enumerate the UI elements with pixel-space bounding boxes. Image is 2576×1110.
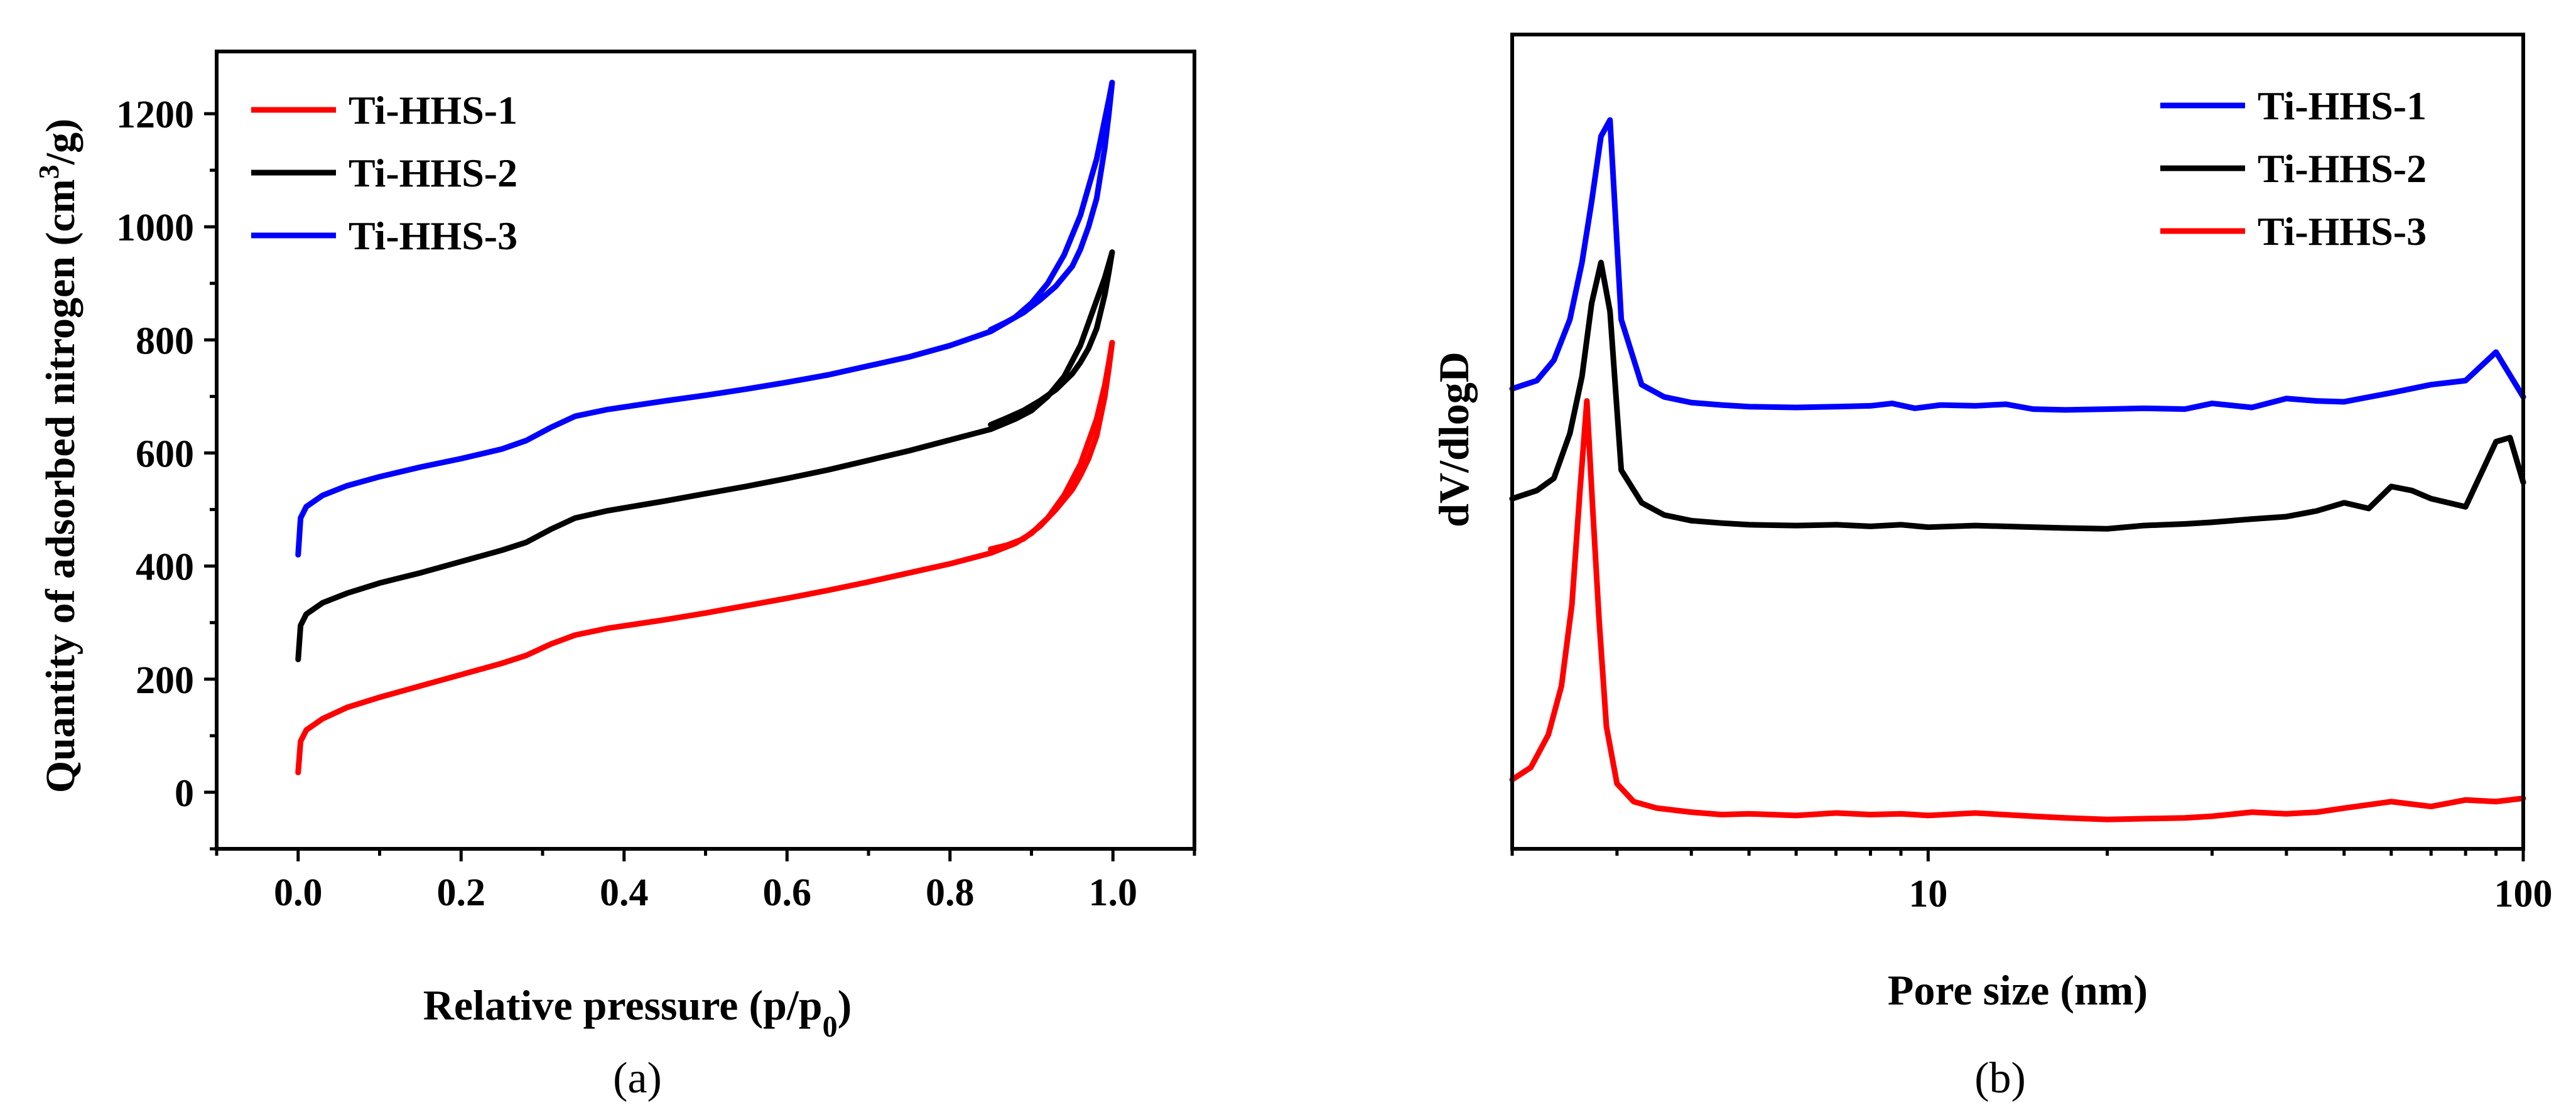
panel-a-x-tick-label: 1.0 xyxy=(1089,871,1138,914)
panel-b-legend-label: Ti-HHS-2 xyxy=(2258,146,2427,191)
panel-a-legend-label: Ti-HHS-1 xyxy=(349,88,517,132)
panel-b-legend-label: Ti-HHS-3 xyxy=(2258,209,2427,254)
panel-b-series-2 xyxy=(1509,259,2526,532)
panel-a-series-desorption-1 xyxy=(988,340,1115,552)
panel-a-y-tick-label: 200 xyxy=(136,659,194,702)
panel-b-x-ticks: 10 100 xyxy=(1510,849,2553,915)
panel-a-x-tick-label: 0.6 xyxy=(763,871,812,914)
panel-a-y-tick-label: 1000 xyxy=(116,207,194,249)
panel-b-legend: Ti-HHS-1 Ti-HHS-2 Ti-HHS-3 xyxy=(2160,84,2427,254)
panel-a-x-tick-label: 0.8 xyxy=(926,871,975,914)
panel-a-x-ticks: 0.0 0.2 0.4 0.6 0.8 1.0 xyxy=(215,849,1196,914)
panel-b-series-1 xyxy=(1509,117,2526,413)
panel-b-series-3 xyxy=(1509,398,2526,822)
panel-a-series-adsorption-1 xyxy=(295,340,1115,775)
panel-a-y-tick-label: 1200 xyxy=(116,94,194,136)
panel-a-x-axis-title: Relative pressure (p/p0) xyxy=(423,981,852,1043)
panel-b-pore-size-chart: dV/dlogD 10 100 Ti-HHS-1Ti-HHS-2Ti-HHS-3 … xyxy=(1430,33,2553,1102)
panel-a-label: (a) xyxy=(613,1054,662,1102)
panel-b-series-lines xyxy=(1509,117,2526,822)
panel-a-isotherm-chart: Quantity of adsorbed nitrogen (cm3/g) 0 2… xyxy=(33,50,1196,1102)
panel-a-series-adsorption-2 xyxy=(295,249,1115,662)
panel-a-series-desorption-3 xyxy=(988,80,1115,333)
panel-a-legend-label: Ti-HHS-2 xyxy=(349,151,517,195)
panel-a-x-tick-label: 0.0 xyxy=(274,871,323,914)
panel-b-x-tick-label: 100 xyxy=(2494,873,2553,915)
panel-a-y-ticks: 0 200 400 600 800 1000 1200 xyxy=(116,94,217,851)
panel-a-series-lines xyxy=(295,80,1115,775)
panel-a-x-tick-label: 0.2 xyxy=(437,871,486,914)
panel-a-legend-label: Ti-HHS-3 xyxy=(349,213,517,258)
panel-a-y-tick-label: 600 xyxy=(136,433,194,476)
panel-b-label: (b) xyxy=(1974,1054,2026,1102)
panel-b-plot-frame xyxy=(1510,33,2525,851)
panel-a-y-tick-label: 0 xyxy=(175,772,194,815)
panel-b-y-axis-title: dV/dlogD xyxy=(1430,352,1478,527)
panel-a-plot-frame xyxy=(215,50,1196,851)
panel-a-legend: Ti-HHS-1 Ti-HHS-2 Ti-HHS-3 xyxy=(251,88,517,258)
panel-a-y-axis-title: Quantity of adsorbed nitrogen (cm3/g) xyxy=(33,119,84,793)
panel-a-series-adsorption-3 xyxy=(295,80,1115,558)
panel-a-series-desorption-2 xyxy=(988,249,1115,428)
panel-b-x-tick-label: 10 xyxy=(1908,873,1947,915)
panel-a-x-tick-label: 0.4 xyxy=(600,871,649,914)
panel-a-y-tick-label: 400 xyxy=(136,546,194,589)
panel-b-x-axis-title: Pore size (nm) xyxy=(1888,966,2148,1014)
panel-a-y-tick-label: 800 xyxy=(136,320,194,362)
panel-b-legend-label: Ti-HHS-1 xyxy=(2258,84,2427,128)
